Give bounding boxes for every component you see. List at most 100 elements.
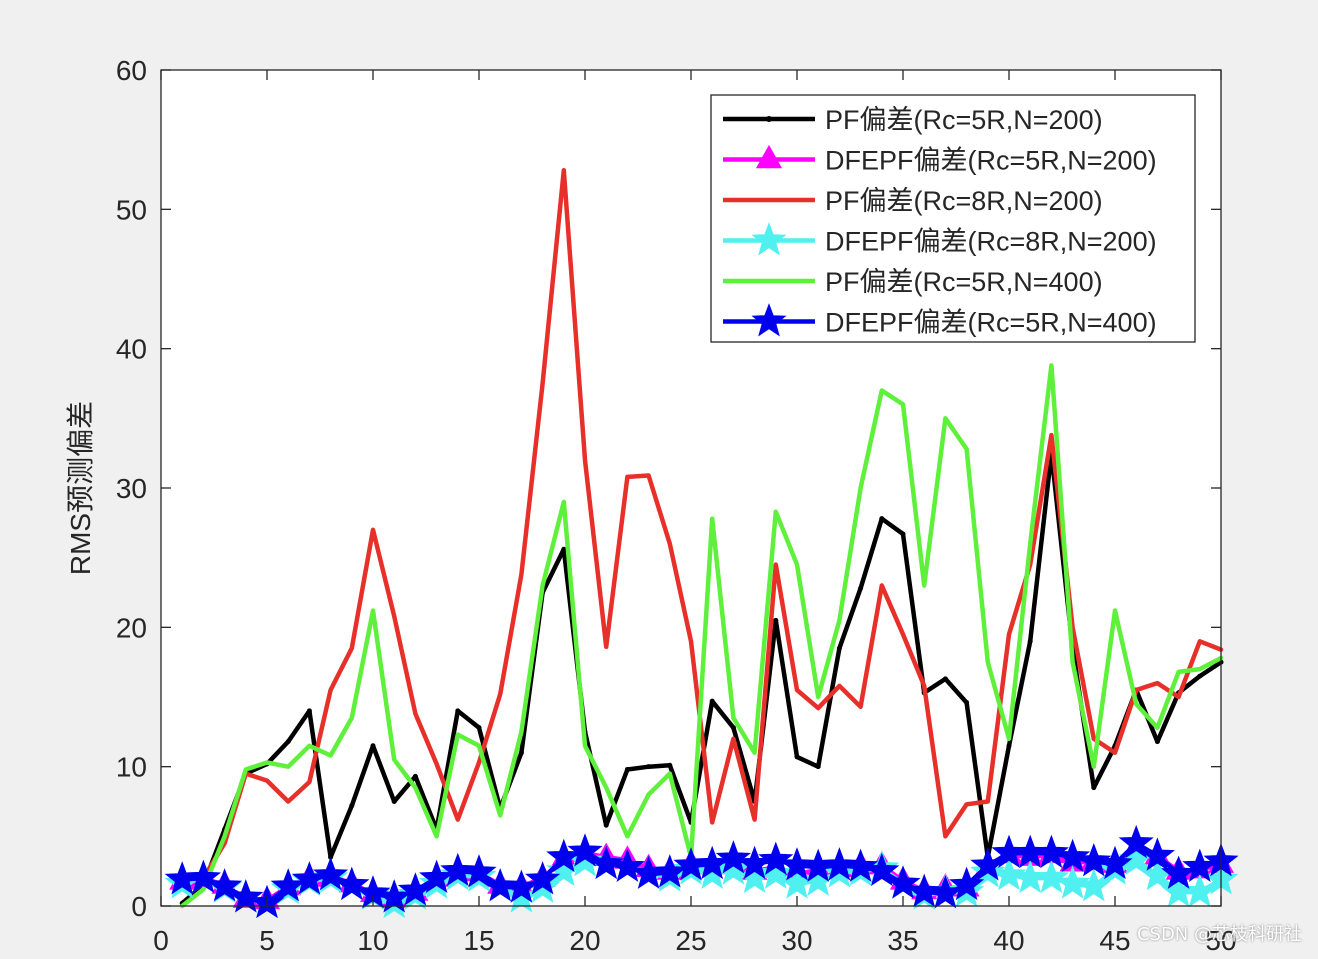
data-point <box>440 852 476 887</box>
data-point <box>1197 673 1203 679</box>
data-point <box>609 848 645 882</box>
x-tick-label: 40 <box>993 925 1024 954</box>
legend-entry-4: DFEPF偏差(Rc=8R,N=200) <box>723 222 1157 257</box>
data-point <box>624 766 630 772</box>
y-tick-label: 50 <box>116 194 147 225</box>
data-point <box>964 700 970 706</box>
data-point <box>461 854 497 888</box>
data-point <box>228 879 264 913</box>
data-point <box>518 750 524 756</box>
legend-entry-2: DFEPF偏差(Rc=5R,N=200) <box>723 144 1157 176</box>
data-point <box>879 516 885 522</box>
data-point <box>525 861 561 895</box>
y-tick-label: 60 <box>116 55 147 86</box>
data-point <box>1154 739 1160 745</box>
data-point <box>349 803 355 809</box>
data-point <box>313 856 349 891</box>
legend-entry-1: PF偏差(Rc=5R,N=200) <box>723 105 1103 135</box>
x-tick-label: 45 <box>1099 925 1130 954</box>
y-tick-label: 30 <box>116 473 147 504</box>
data-point <box>836 645 842 651</box>
data-point <box>794 754 800 760</box>
legend-label: PF偏差(Rc=5R,N=400) <box>825 267 1103 297</box>
legend-label: DFEPF偏差(Rc=5R,N=200) <box>825 146 1157 176</box>
data-point <box>646 764 652 770</box>
data-point <box>864 852 900 887</box>
x-tick-label: 35 <box>887 925 918 954</box>
legend-label: PF偏差(Rc=5R,N=200) <box>825 105 1103 135</box>
legend-marker <box>766 116 772 122</box>
data-point <box>843 848 879 882</box>
data-point <box>970 847 1006 881</box>
data-point <box>1027 638 1033 644</box>
data-point <box>503 869 539 903</box>
data-point <box>730 725 736 731</box>
data-point <box>285 739 291 745</box>
data-point <box>758 841 794 875</box>
data-point <box>1097 845 1133 880</box>
data-point <box>1076 842 1112 877</box>
data-point <box>1055 838 1091 873</box>
data-point <box>858 585 864 591</box>
data-point <box>207 868 243 902</box>
data-point <box>185 859 221 894</box>
y-tick-label: 10 <box>116 752 147 783</box>
data-point <box>1118 824 1154 859</box>
legend-box <box>710 94 1196 343</box>
data-point <box>1033 859 1069 894</box>
data-point <box>603 822 609 828</box>
data-point <box>885 865 921 899</box>
data-point <box>370 743 376 749</box>
legend-entry-6: DFEPF偏差(Rc=5R,N=400) <box>723 303 1157 338</box>
data-point <box>1006 743 1012 749</box>
y-tick-label: 0 <box>131 891 147 922</box>
data-point <box>476 725 482 731</box>
series-layer <box>164 168 1239 919</box>
watermark: CSDN @芯枝科研社 <box>1136 924 1302 945</box>
x-tick-label: 50 <box>1205 925 1236 954</box>
series-6 <box>164 824 1239 919</box>
data-point <box>270 868 306 902</box>
legend-entry-3: PF偏差(Rc=8R,N=200) <box>723 186 1103 216</box>
data-point <box>900 531 906 537</box>
data-point <box>455 708 461 714</box>
y-axis-label: RMS预测偏差 <box>65 401 96 575</box>
series-3 <box>179 168 1224 888</box>
data-point <box>652 854 688 888</box>
y-tick-label: 40 <box>116 334 147 365</box>
data-point <box>1055 865 1091 899</box>
data-point <box>567 833 603 867</box>
data-point <box>419 859 455 894</box>
series-line-3 <box>179 168 1224 888</box>
x-tick-label: 25 <box>675 925 706 954</box>
legend-marker <box>755 144 783 169</box>
data-point <box>1033 834 1069 868</box>
y-tick-label: 20 <box>116 612 147 643</box>
data-point <box>773 617 779 623</box>
data-point <box>1139 837 1175 871</box>
legend-entry-5: PF偏差(Rc=5R,N=400) <box>723 267 1103 297</box>
series-line-1 <box>179 450 1224 906</box>
data-point <box>376 879 412 913</box>
legend-label: DFEPF偏差(Rc=8R,N=200) <box>825 227 1157 257</box>
data-point <box>715 840 751 874</box>
data-point <box>906 873 942 907</box>
ticks-layer: 0 5 10 15 20 25 30 35 40 45 50 0 10 20 30 40 50 60 <box>116 55 1237 956</box>
x-tick-label: 20 <box>569 925 600 954</box>
data-point <box>667 762 673 768</box>
data-point <box>412 773 418 779</box>
data-point <box>391 799 397 804</box>
data-point <box>561 546 567 552</box>
data-point <box>927 875 963 909</box>
data-point <box>397 872 433 906</box>
data-point <box>1161 855 1197 889</box>
legend-marker <box>751 222 787 256</box>
x-tick-label: 10 <box>357 925 388 954</box>
data-point <box>758 855 794 889</box>
data-point <box>991 856 1027 891</box>
legend-label: DFEPF偏差(Rc=5R,N=400) <box>825 308 1157 338</box>
x-tick-label: 0 <box>153 925 169 954</box>
data-point <box>949 866 985 901</box>
data-point <box>334 866 370 901</box>
